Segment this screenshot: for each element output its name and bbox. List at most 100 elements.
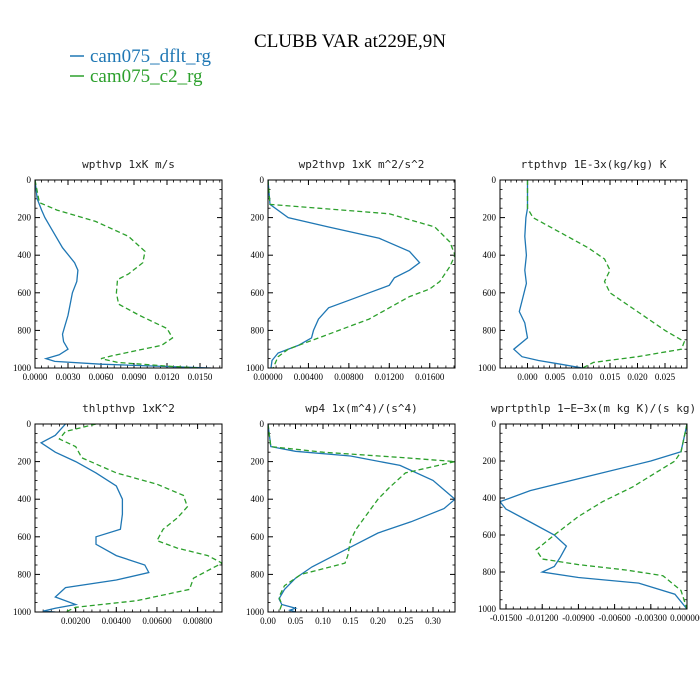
series-group bbox=[500, 424, 687, 609]
series-group bbox=[268, 424, 455, 612]
x-tick-label: 0.0150 bbox=[188, 372, 213, 382]
x-tick-label: 0.00800 bbox=[334, 372, 364, 382]
y-tick-label: 800 bbox=[18, 569, 32, 579]
series-line-dflt bbox=[500, 424, 687, 609]
x-tick-label: 0.00 bbox=[260, 616, 276, 626]
x-tick-label: 0.30 bbox=[425, 616, 441, 626]
y-tick-label: 800 bbox=[483, 325, 497, 335]
x-tick-label: 0.010 bbox=[572, 372, 593, 382]
y-tick-label: 200 bbox=[483, 456, 497, 466]
panel-title: wp4 1x(m^4)/(s^4) bbox=[305, 402, 418, 415]
panel-frame bbox=[267, 179, 456, 369]
y-tick-label: 200 bbox=[18, 457, 32, 467]
y-tick-label: 1000 bbox=[478, 604, 497, 614]
y-tick-label: 0 bbox=[492, 175, 497, 185]
series-line-c2 bbox=[535, 424, 687, 609]
series-line-dflt bbox=[39, 424, 150, 612]
x-tick-label: 0.0120 bbox=[155, 372, 180, 382]
y-tick-label: 600 bbox=[251, 288, 265, 298]
panel-frame bbox=[34, 179, 223, 369]
y-tick-label: 1000 bbox=[478, 363, 497, 373]
y-tick-label: 800 bbox=[251, 325, 265, 335]
series-line-dflt bbox=[268, 180, 421, 368]
x-tick-label: 0.00000 bbox=[253, 372, 283, 382]
panel-4: thlpthvp 1xK^2 0 200 400 600 800 1000 0.00200 0.… bbox=[13, 402, 223, 626]
x-tick-label: 0.10 bbox=[315, 616, 331, 626]
series-group bbox=[39, 424, 222, 612]
y-tick-label: 1000 bbox=[246, 607, 265, 617]
x-tick-label: 0.0060 bbox=[89, 372, 114, 382]
y-tick-label: 400 bbox=[483, 250, 497, 260]
series-line-c2 bbox=[526, 180, 686, 368]
y-tick-label: 600 bbox=[483, 530, 497, 540]
x-tick-label: 0.025 bbox=[655, 372, 676, 382]
x-tick-label: 0.00600 bbox=[142, 616, 172, 626]
panel-title: wp2thvp 1xK m^2/s^2 bbox=[299, 158, 425, 171]
y-tick-label: 400 bbox=[251, 494, 265, 504]
series-line-c2 bbox=[35, 180, 201, 368]
panel-3: rtpthvp 1E-3x(kg/kg) K 0 200 400 600 800 1000 0… bbox=[478, 158, 688, 382]
y-tick-label: 400 bbox=[483, 493, 497, 503]
panel-2: wp2thvp 1xK m^2/s^2020040060080010000.00… bbox=[246, 158, 456, 382]
y-tick-label: 200 bbox=[251, 213, 265, 223]
y-tick-label: 0 bbox=[492, 419, 497, 429]
y-tick-label: 200 bbox=[483, 213, 497, 223]
y-tick-label: 600 bbox=[251, 532, 265, 542]
series-line-dflt bbox=[512, 180, 583, 368]
series-line-c2 bbox=[268, 180, 455, 368]
y-tick-label: 800 bbox=[251, 569, 265, 579]
legend-label: cam075_dflt_rg bbox=[90, 46, 212, 67]
x-tick-label: 0.0030 bbox=[56, 372, 81, 382]
panel-title: thlpthvp 1xK^2 bbox=[82, 402, 175, 415]
x-tick-label: -0.00600 bbox=[598, 613, 631, 623]
panel-title: rtpthvp 1E-3x(kg/kg) K bbox=[521, 158, 667, 171]
legend-item: cam075_dflt_rg bbox=[70, 46, 212, 67]
panel-frame bbox=[34, 423, 223, 613]
panel-title: wpthvp 1xK m/s bbox=[82, 158, 175, 171]
x-tick-label: 0.00400 bbox=[294, 372, 324, 382]
y-tick-label: 1000 bbox=[13, 607, 32, 617]
panel-title: wprtpthlp 1−E−3x(m kg K)/(s kg) bbox=[491, 402, 696, 415]
x-tick-label: 0.00200 bbox=[61, 616, 91, 626]
x-tick-label: -0.00300 bbox=[635, 613, 668, 623]
legend-item: cam075_c2_rg bbox=[70, 66, 203, 87]
series-line-dflt bbox=[35, 180, 212, 368]
x-tick-label: 0.0000 bbox=[23, 372, 48, 382]
y-tick-label: 800 bbox=[18, 325, 32, 335]
y-tick-label: 400 bbox=[18, 250, 32, 260]
x-tick-label: 0.05 bbox=[288, 616, 304, 626]
y-tick-label: 600 bbox=[483, 288, 497, 298]
series-group bbox=[35, 180, 212, 368]
y-tick-label: 0 bbox=[260, 175, 265, 185]
x-tick-label: -0.00900 bbox=[562, 613, 595, 623]
y-tick-label: 200 bbox=[18, 213, 32, 223]
y-tick-label: 600 bbox=[18, 288, 32, 298]
x-tick-label: 0.005 bbox=[545, 372, 566, 382]
y-tick-label: 400 bbox=[18, 494, 32, 504]
x-tick-label: 0.020 bbox=[627, 372, 648, 382]
x-tick-label: -0.01200 bbox=[526, 613, 559, 623]
series-group bbox=[512, 180, 686, 368]
x-tick-label: 0.25 bbox=[398, 616, 414, 626]
y-tick-label: 600 bbox=[18, 532, 32, 542]
y-tick-label: 0 bbox=[27, 419, 32, 429]
series-group bbox=[268, 180, 455, 368]
x-tick-label: 0.01600 bbox=[415, 372, 445, 382]
x-tick-label: 0.015 bbox=[600, 372, 621, 382]
panel-frame bbox=[267, 423, 456, 613]
y-tick-label: 0 bbox=[27, 175, 32, 185]
x-tick-label: 0.15 bbox=[343, 616, 359, 626]
y-tick-label: 400 bbox=[251, 250, 265, 260]
legend-label: cam075_c2_rg bbox=[90, 66, 203, 87]
series-line-dflt bbox=[268, 424, 455, 612]
y-tick-label: 200 bbox=[251, 457, 265, 467]
x-tick-label: 0.00400 bbox=[102, 616, 132, 626]
panel-frame bbox=[499, 179, 688, 369]
y-tick-label: 800 bbox=[483, 567, 497, 577]
